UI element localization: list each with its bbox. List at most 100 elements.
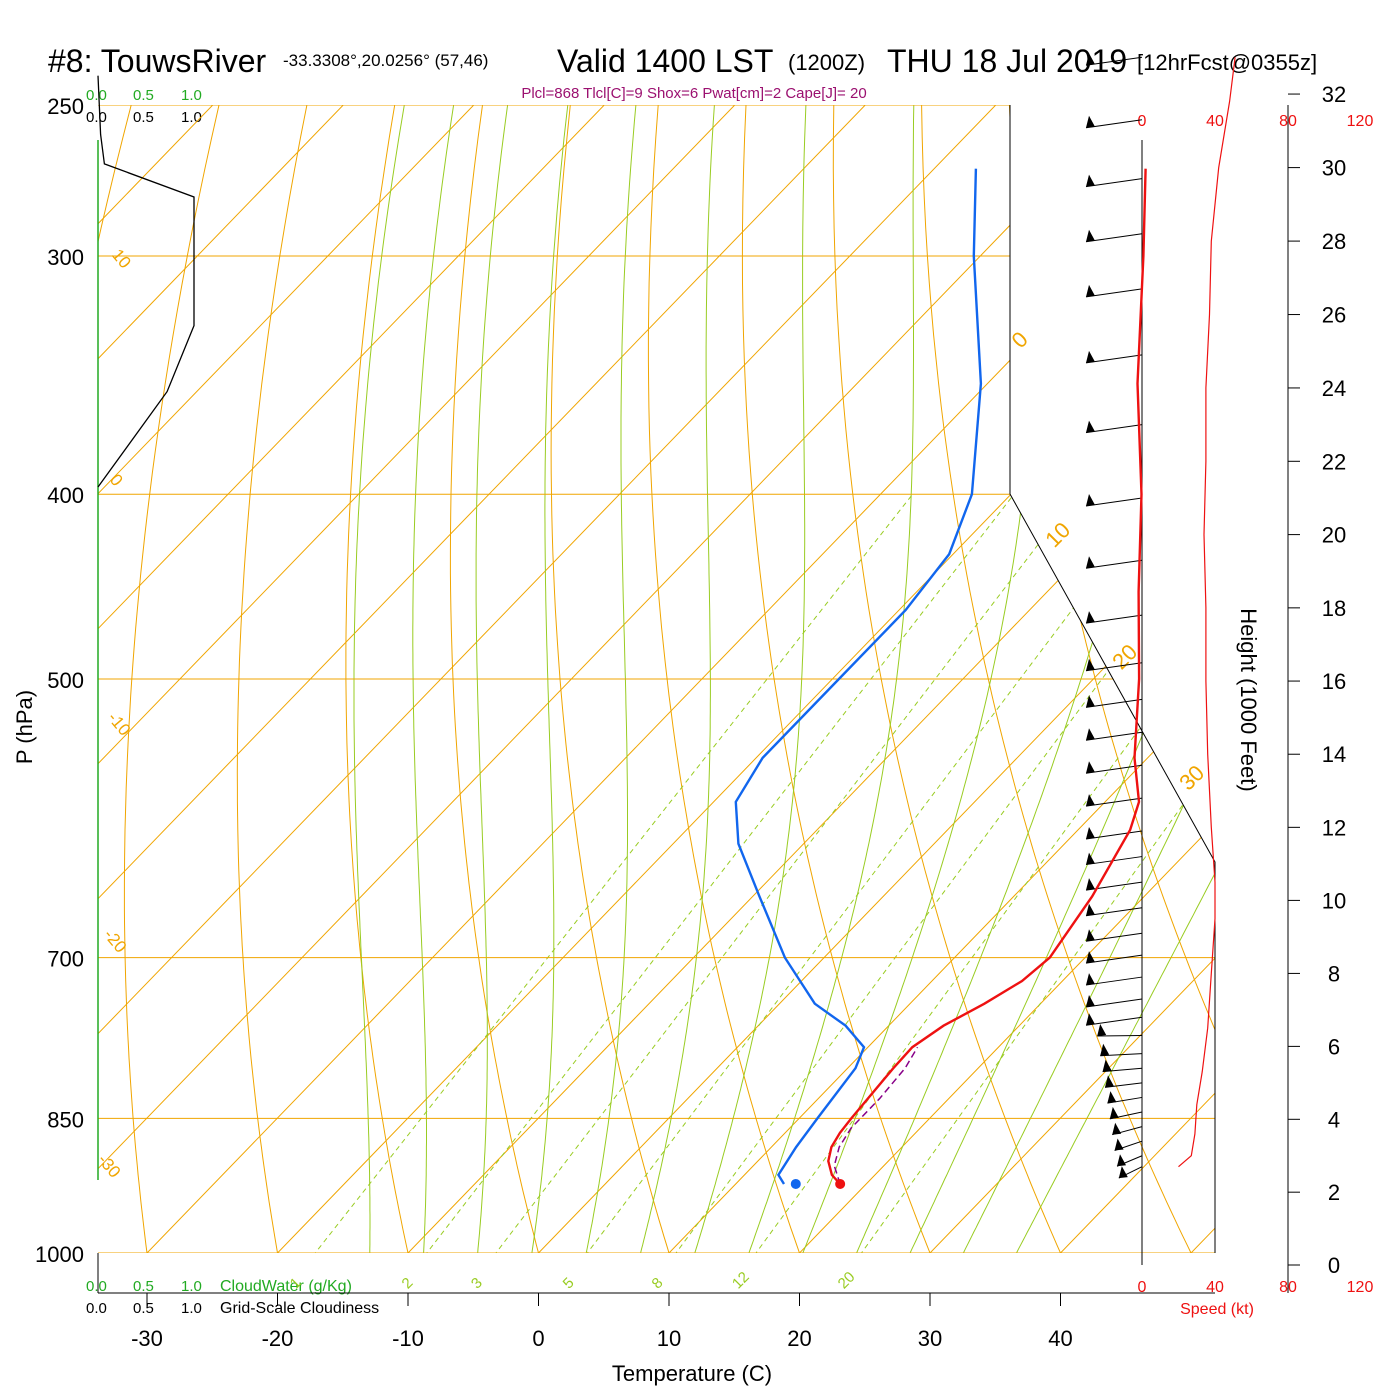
isobar-label: 850: [47, 1107, 84, 1132]
x-tick-label: 20: [787, 1326, 811, 1351]
dry-adiabat-line: [741, 105, 947, 1253]
wind-barb-flag: [1086, 115, 1095, 128]
wind-barb-staff: [1085, 614, 1143, 624]
wind-barb-flag: [1086, 556, 1095, 569]
moist-adiabat-label: 10: [1040, 517, 1075, 552]
indices-line: Plcl=868 Tlcl[C]=9 Shox=6 Pwat[cm]=2 Cap…: [521, 85, 866, 102]
wind-barb-staff: [1085, 976, 1143, 986]
isobar-label: 300: [47, 245, 84, 270]
cloudiness-profile: [97, 75, 195, 488]
height-tick-label: 26: [1322, 303, 1346, 328]
moist-adiabat-label: 30: [1174, 760, 1209, 795]
wind-barb-staff: [1085, 1016, 1143, 1026]
wind-barb-staff: [1085, 424, 1143, 434]
wind-barb-flag: [1100, 1043, 1110, 1056]
mixing-ratio-label: 2: [399, 1274, 417, 1292]
moist-adiabat-line: [577, 105, 640, 1253]
mixing-ratio-line: [737, 493, 1215, 1253]
wind-barb-flag: [1086, 903, 1095, 916]
wind-barb-flag: [1086, 229, 1095, 242]
wind-barb-staff: [1085, 178, 1143, 188]
height-tick-label: 32: [1322, 82, 1346, 107]
moist-adiabat-line: [733, 105, 915, 1253]
mixing-ratio-line: [657, 493, 1215, 1253]
wind-barb-flag: [1107, 1091, 1117, 1104]
cloudiness-label: Grid-Scale Cloudiness: [220, 1300, 379, 1317]
wind-barb-flag: [1086, 994, 1095, 1007]
cloudwater-scale-top-2: 1.0: [181, 87, 202, 104]
cloudwater-scale-bottom-1: 0.5: [133, 1278, 154, 1295]
mixing-ratio-label: 8: [649, 1274, 667, 1292]
isobar-label: 250: [47, 94, 84, 119]
wind-barb-staff: [1085, 354, 1143, 364]
y-axis-label: P (hPa): [12, 690, 37, 764]
dry-adiabat-label: 10: [108, 245, 135, 272]
wind-barb-flag: [1102, 1059, 1112, 1072]
speed-scale-bottom-1: 40: [1206, 1279, 1224, 1296]
isotherm-line: [98, 105, 1029, 1253]
mixing-ratio-label: 20: [835, 1268, 859, 1292]
isotherm-line: [98, 105, 377, 1253]
mixing-ratio-label: 5: [560, 1274, 578, 1292]
moist-adiabat-line: [353, 105, 411, 1253]
moist-adiabat-line: [681, 105, 808, 1253]
wind-barb-flag: [1109, 1106, 1119, 1119]
moist-adiabat-line: [838, 105, 1188, 1253]
isotherm-line: [98, 105, 768, 1253]
wind-barb-staff: [1085, 932, 1143, 942]
wind-barb-flag: [1086, 852, 1095, 865]
x-axis-label: Temperature (C): [612, 1361, 772, 1386]
wind-barb-staff: [1085, 119, 1143, 129]
station-coords: -33.3308°,20.0256° (57,46): [283, 51, 488, 70]
isotherm-line: [98, 105, 507, 1253]
wind-barb-staff: [1102, 1067, 1143, 1073]
mixing-ratio-line: [568, 493, 1160, 1253]
height-tick-label: 14: [1322, 742, 1346, 767]
cloudwater-label: CloudWater (g/Kg): [220, 1278, 352, 1295]
surface-temperature-marker: [835, 1178, 846, 1189]
temperature-profile: [827, 168, 1147, 1185]
wind-barb-flag: [1086, 1013, 1095, 1026]
plot-frame-right: [1009, 105, 1216, 1253]
isobar-label: 1000: [35, 1242, 84, 1267]
wind-barb-flag: [1086, 951, 1095, 964]
moist-adiabat-line: [994, 105, 1215, 1253]
mixing-ratio-label: 12: [729, 1268, 753, 1292]
height-tick-label: 4: [1328, 1107, 1340, 1132]
dry-adiabat-line: [550, 105, 683, 1253]
wind-barb-flag: [1086, 929, 1095, 942]
isotherm-line: [98, 105, 899, 1253]
wind-barb-flag: [1117, 1154, 1126, 1167]
moist-adiabat-label: 20: [1107, 639, 1142, 674]
station-title: #8: TouwsRiver: [48, 43, 267, 79]
wind-barb-staff: [1097, 1034, 1143, 1037]
cloudiness-scale-top-2: 1.0: [181, 109, 202, 126]
cloudwater-scale-bottom-0: 0.0: [86, 1278, 107, 1295]
height-tick-label: 0: [1328, 1253, 1340, 1278]
wind-barb-staff: [1085, 497, 1143, 507]
wind-barb-staff: [1085, 559, 1143, 569]
dry-adiabat-line: [647, 105, 815, 1253]
x-tick-label: 40: [1048, 1326, 1072, 1351]
wind-barb-flag: [1097, 1024, 1107, 1037]
wind-barb-flag: [1086, 973, 1095, 986]
wind-barb-staff: [1085, 233, 1143, 243]
moist-adiabat-line: [890, 105, 1215, 1253]
dry-adiabat-line: [1007, 105, 1215, 1253]
valid-time: Valid 1400 LST: [557, 43, 773, 79]
wind-barb-staff: [1085, 954, 1143, 964]
dry-adiabat-label: -20: [100, 925, 130, 956]
height-tick-label: 8: [1328, 961, 1340, 986]
height-axis-label: Height (1000 Feet): [1236, 608, 1261, 791]
speed-scale-top-1: 40: [1206, 113, 1224, 130]
wind-barb-staff: [1085, 797, 1143, 807]
wind-barb-staff: [1085, 907, 1143, 917]
cloudiness-scale-bottom-0: 0.0: [86, 1300, 107, 1317]
dry-adiabat-line: [920, 105, 1212, 1253]
dry-adiabat-line: [832, 105, 1080, 1253]
wind-speed-profile: [1178, 57, 1236, 1168]
moist-adiabat-line: [629, 105, 718, 1253]
x-tick-label: 10: [657, 1326, 681, 1351]
height-tick-label: 24: [1322, 376, 1346, 401]
